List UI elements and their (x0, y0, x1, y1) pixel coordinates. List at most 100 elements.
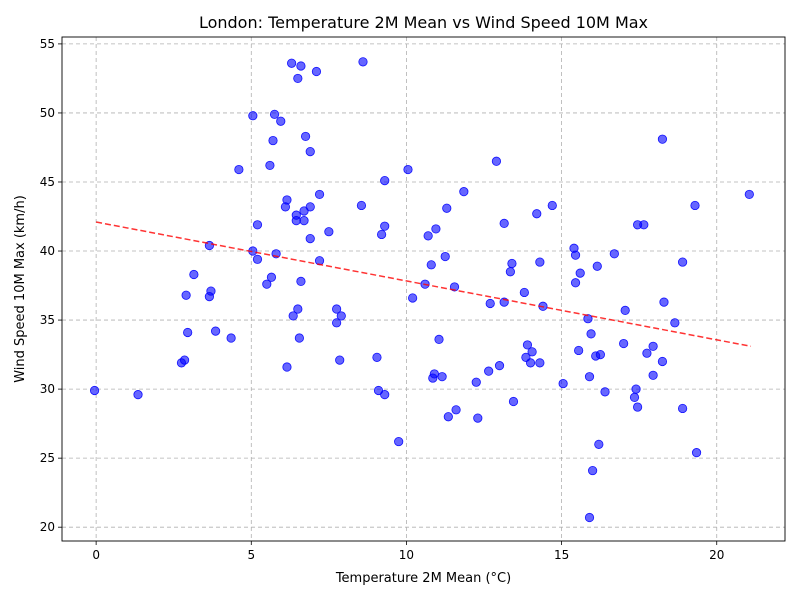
data-point (299, 216, 309, 226)
data-point (394, 436, 404, 447)
data-point (620, 305, 630, 316)
grid (62, 37, 785, 541)
y-tick-label: 35 (40, 313, 55, 327)
data-point (300, 131, 311, 142)
data-point (657, 356, 668, 367)
data-point (372, 352, 382, 362)
data-point (356, 200, 367, 211)
data-point (670, 318, 680, 328)
data-point (133, 390, 143, 400)
data-point (266, 272, 277, 282)
data-point (282, 362, 292, 372)
data-point (335, 355, 345, 365)
data-point (314, 189, 325, 200)
data-point (296, 61, 306, 71)
data-point (403, 164, 413, 175)
data-point (423, 231, 433, 241)
data-point (426, 260, 436, 270)
data-point (305, 234, 315, 244)
data-point (358, 57, 368, 67)
data-point (226, 333, 236, 343)
data-point (570, 278, 581, 288)
data-point (332, 304, 342, 314)
data-point (629, 392, 640, 402)
data-point (505, 267, 515, 277)
data-point (484, 366, 494, 376)
data-point (380, 221, 390, 231)
data-point (594, 439, 604, 449)
data-point (380, 176, 390, 186)
y-tick-label: 30 (40, 382, 55, 396)
data-point (287, 58, 297, 68)
y-tick-label: 25 (40, 451, 55, 465)
y-tick-label: 45 (40, 175, 55, 189)
data-point (234, 164, 244, 175)
data-point (508, 396, 519, 407)
data-point (314, 256, 325, 266)
data-point (293, 304, 303, 314)
data-point (639, 220, 649, 230)
data-point (248, 111, 258, 121)
y-tick-label: 20 (40, 520, 55, 534)
data-point (305, 202, 315, 212)
data-point (744, 189, 754, 200)
data-point (648, 341, 658, 351)
data-point (532, 209, 542, 219)
data-point (491, 156, 502, 166)
data-point (519, 287, 529, 298)
data-point (525, 358, 536, 368)
data-point (252, 220, 263, 230)
data-point (206, 286, 216, 296)
data-point (434, 334, 444, 344)
data-point (89, 385, 100, 396)
data-point (473, 413, 483, 423)
data-points (89, 57, 754, 523)
y-tick-label: 40 (40, 244, 55, 258)
data-point (592, 261, 602, 271)
data-point (600, 387, 610, 397)
data-point (265, 160, 275, 171)
data-point (535, 257, 545, 267)
data-point (296, 276, 306, 287)
x-tick-label: 0 (92, 548, 100, 562)
data-point (282, 195, 292, 205)
data-point (305, 147, 315, 157)
axis-ticks: 0 5 10 15 20 20 25 30 35 40 45 50 55 (40, 37, 725, 562)
data-point (288, 311, 298, 321)
data-point (294, 333, 304, 343)
data-point (332, 318, 342, 328)
data-point (678, 403, 688, 414)
data-point (494, 361, 505, 371)
data-point (631, 384, 641, 394)
data-point (619, 338, 629, 349)
y-tick-label: 55 (40, 37, 55, 51)
x-tick-label: 5 (247, 548, 255, 562)
data-point (609, 249, 619, 259)
data-point (657, 134, 668, 144)
data-point (440, 251, 450, 262)
data-point (268, 135, 278, 146)
data-point (570, 250, 581, 260)
data-point (485, 298, 495, 309)
x-tick-label: 10 (399, 548, 414, 562)
data-point (429, 369, 439, 379)
data-point (181, 290, 191, 300)
data-point (527, 347, 537, 357)
data-point (648, 370, 658, 380)
data-point (584, 512, 595, 523)
data-point (575, 268, 585, 278)
y-axis-label: Wind Speed 10M Max (km/h) (13, 195, 28, 383)
data-point (377, 229, 387, 240)
data-point (522, 340, 533, 350)
data-point (595, 349, 605, 360)
data-point (633, 402, 643, 412)
data-point (443, 412, 453, 422)
y-tick-label: 50 (40, 106, 55, 120)
data-point (586, 329, 596, 339)
data-point (459, 187, 469, 197)
data-point (336, 311, 346, 321)
x-tick-label: 15 (554, 548, 569, 562)
data-point (690, 200, 700, 211)
data-point (311, 66, 322, 77)
